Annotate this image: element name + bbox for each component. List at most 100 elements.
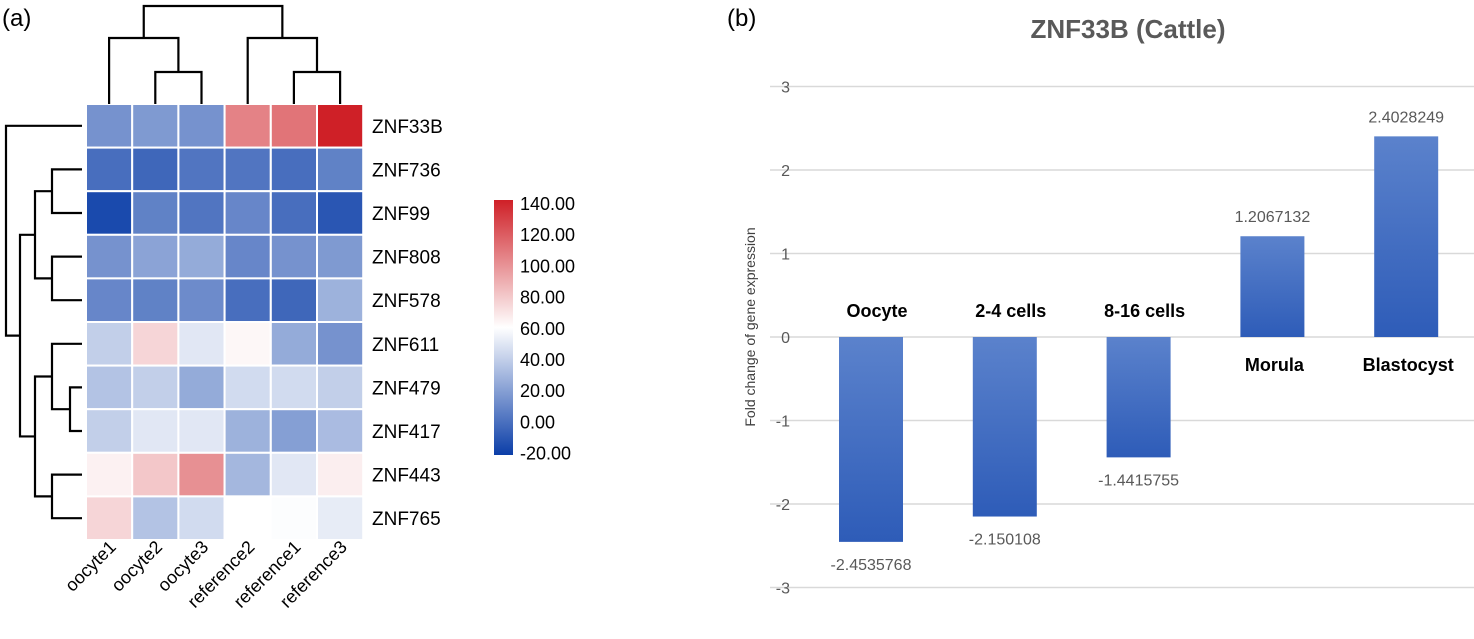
heatmap-cell	[177, 233, 226, 280]
heatmap-cell	[85, 321, 134, 367]
heatmap-cell	[223, 233, 272, 280]
heatmap-cell	[177, 190, 226, 236]
heatmap-cell	[131, 190, 180, 236]
row-label: ZNF33B	[372, 117, 443, 138]
data-label: 2.4028249	[1368, 109, 1444, 126]
heatmap-cell	[85, 103, 134, 149]
data-label: 1.2067132	[1235, 209, 1311, 226]
colorbar-tick: 40.00	[520, 350, 565, 370]
heatmap-cell	[316, 321, 365, 367]
data-label: -1.4415755	[1098, 472, 1179, 489]
category-label: Morula	[1245, 355, 1305, 375]
heatmap-cell	[85, 408, 134, 454]
heatmap-cell	[177, 451, 226, 498]
colorbar-tick: 120.00	[520, 225, 575, 245]
row-label: ZNF808	[372, 248, 441, 269]
bar	[1240, 236, 1305, 337]
heatmap-cell	[316, 190, 365, 236]
heatmap-cell	[85, 277, 134, 323]
row-label: ZNF443	[372, 466, 441, 487]
heatmap-cell	[316, 364, 365, 411]
heatmap-cell	[131, 364, 180, 411]
row-dendrogram	[4, 124, 82, 520]
heatmap-cell	[131, 408, 180, 454]
y-tick-label: 2	[781, 163, 790, 180]
heatmap-cell	[316, 451, 365, 498]
heatmap-cell	[177, 321, 226, 367]
heatmap-cell	[316, 146, 365, 193]
row-label: ZNF765	[372, 509, 441, 530]
heatmap-cell	[131, 495, 180, 541]
heatmap-cell	[316, 277, 365, 323]
column-label: oocyte2	[107, 537, 166, 596]
heatmap-cell	[223, 146, 272, 193]
row-label: ZNF736	[372, 160, 441, 181]
chart-title: ZNF33B (Cattle)	[1030, 14, 1225, 44]
heatmap-cell	[131, 321, 180, 367]
row-label: ZNF611	[372, 335, 439, 356]
colorbar-tick: 80.00	[520, 288, 565, 308]
heatmap-cell	[269, 190, 318, 236]
heatmap-cell	[85, 146, 134, 193]
heatmap-cell	[177, 364, 226, 411]
heatmap-cell	[223, 451, 272, 498]
colorbar-tick: 20.00	[520, 381, 565, 401]
heatmap-cell	[177, 495, 226, 541]
data-label: -2.4535768	[831, 557, 912, 574]
heatmap-cell	[85, 495, 134, 541]
heatmap-cell	[223, 364, 272, 411]
heatmap: ZNF33B ZNF736 ZNF99 ZNF808 ZNF578 ZNF611 ZNF47…	[4, 4, 575, 612]
heatmap-cell	[316, 408, 365, 454]
heatmap-cell	[85, 233, 134, 280]
heatmap-cell	[177, 277, 226, 323]
row-label: ZNF479	[372, 378, 441, 399]
colorbar-tick: 100.00	[520, 256, 575, 276]
panel-label-b: (b)	[727, 5, 756, 32]
y-tick-label: 1	[781, 247, 790, 264]
heatmap-cell	[223, 408, 272, 454]
colorbar-tick: 60.00	[520, 319, 565, 339]
bar	[1106, 337, 1171, 458]
heatmap-cell	[269, 451, 318, 498]
y-tick-label: -3	[776, 581, 790, 598]
heatmap-cell	[269, 277, 318, 323]
heatmap-cell	[269, 233, 318, 280]
heatmap-cell	[177, 408, 226, 454]
y-axis-label: Fold change of gene expression	[742, 227, 758, 426]
bar	[1374, 136, 1439, 337]
y-tick-label: -2	[776, 497, 790, 514]
heatmap-cell	[269, 321, 318, 367]
heatmap-cell	[316, 103, 365, 149]
heatmap-cell	[223, 277, 272, 323]
heatmap-cell	[177, 146, 226, 193]
column-label: oocyte1	[61, 537, 120, 596]
data-label: -2.150108	[969, 532, 1041, 549]
heatmap-cell	[85, 190, 134, 236]
colorbar-tick: 0.00	[520, 412, 555, 432]
heatmap-cell	[131, 451, 180, 498]
bar-chart: ZNF33B (Cattle) 3 2 1 0 -1 -2 -3 Fold change of …	[742, 14, 1474, 598]
panel-label-a: (a)	[2, 5, 31, 32]
bar	[972, 337, 1037, 517]
row-label: ZNF99	[372, 204, 430, 225]
heatmap-cell	[223, 495, 272, 541]
category-label: Blastocyst	[1363, 355, 1454, 375]
heatmap-cell	[131, 277, 180, 323]
heatmap-cell	[131, 233, 180, 280]
colorbar	[494, 200, 513, 455]
colorbar-tick: -20.00	[520, 444, 571, 464]
category-label: 8-16 cells	[1104, 301, 1185, 321]
heatmap-cell	[223, 190, 272, 236]
bar	[839, 337, 903, 542]
column-dendrogram	[108, 4, 342, 104]
heatmap-cell	[177, 103, 226, 149]
y-tick-label: -1	[776, 414, 790, 431]
heatmap-cell	[316, 495, 365, 541]
y-tick-label: 3	[781, 80, 790, 97]
heatmap-cell	[316, 233, 365, 280]
heatmap-cell	[131, 146, 180, 193]
row-label: ZNF578	[372, 291, 441, 312]
heatmap-cell	[85, 451, 134, 498]
heatmap-cell	[223, 103, 272, 149]
